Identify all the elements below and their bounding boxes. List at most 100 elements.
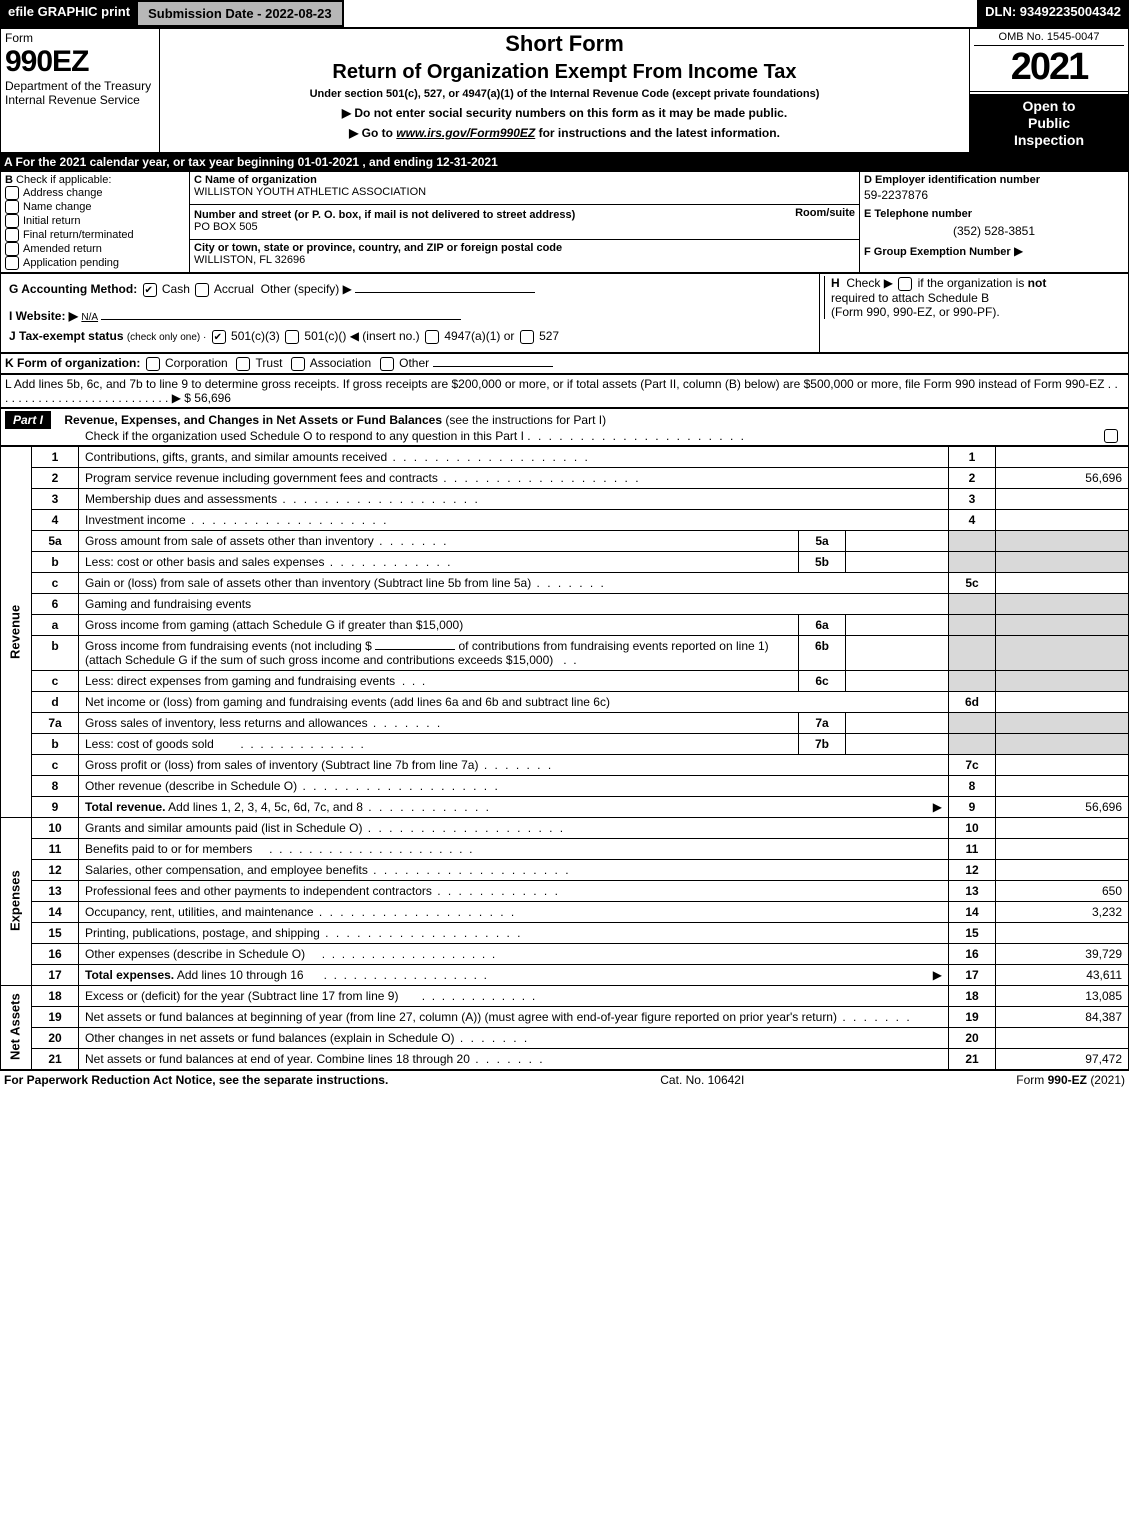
- b-label: B: [5, 174, 13, 186]
- val-4: [996, 509, 1129, 530]
- num-5c: 5c: [949, 572, 996, 593]
- lines-table: Revenue 1 Contributions, gifts, grants, …: [0, 446, 1129, 1070]
- b-item-2: Initial return: [23, 215, 80, 227]
- val-7c: [996, 754, 1129, 775]
- checkbox-schedule-o[interactable]: [1104, 429, 1118, 443]
- c-name-cell: C Name of organization WILLISTON YOUTH A…: [190, 172, 860, 205]
- goto-link[interactable]: www.irs.gov/Form990EZ: [396, 126, 535, 140]
- ln-5b: b: [32, 551, 79, 572]
- open-label: Open to: [1023, 98, 1076, 114]
- footer-mid: Cat. No. 10642I: [660, 1073, 744, 1087]
- top-bar: efile GRAPHIC print Submission Date - 20…: [0, 0, 1129, 28]
- ln-4: 4: [32, 509, 79, 530]
- line-6d-desc: Net income or (loss) from gaming and fun…: [85, 695, 610, 709]
- val-10: [996, 817, 1129, 838]
- revenue-tab: Revenue: [1, 446, 32, 817]
- val-7b: [996, 733, 1129, 754]
- h-not: not: [1028, 276, 1047, 290]
- num-17: 17: [949, 964, 996, 985]
- no-ssn-note: ▶ Do not enter social security numbers o…: [164, 106, 965, 120]
- checkbox-501c3[interactable]: [212, 330, 226, 344]
- ln-16: 16: [32, 943, 79, 964]
- f-line: F Group Exemption Number ▶: [864, 244, 1124, 258]
- val-14: 3,232: [996, 901, 1129, 922]
- efile-print-button[interactable]: efile GRAPHIC print: [0, 0, 138, 27]
- val-8: [996, 775, 1129, 796]
- checkbox-initial-return[interactable]: [5, 214, 19, 228]
- f-label: F Group Exemption Number: [864, 246, 1011, 258]
- ln-3: 3: [32, 488, 79, 509]
- checkbox-other-org[interactable]: [380, 357, 394, 371]
- checkbox-amended-return[interactable]: [5, 242, 19, 256]
- checkbox-527[interactable]: [520, 330, 534, 344]
- checkbox-name-change[interactable]: [5, 200, 19, 214]
- subval-5a: [846, 530, 949, 551]
- line-12-desc: Salaries, other compensation, and employ…: [85, 863, 571, 877]
- line-16-desc: Other expenses (describe in Schedule O): [85, 947, 305, 961]
- street-label: Number and street (or P. O. box, if mail…: [194, 209, 575, 221]
- dln-label: DLN: 93492235004342: [977, 0, 1129, 27]
- ln-7a: 7a: [32, 712, 79, 733]
- expenses-tab: Expenses: [1, 817, 32, 985]
- b-item-5: Application pending: [23, 257, 119, 269]
- num-15: 15: [949, 922, 996, 943]
- department-line: Department of the Treasury Internal Reve…: [5, 79, 155, 107]
- ln-12: 12: [32, 859, 79, 880]
- ln-6: 6: [32, 593, 79, 614]
- line-6-desc: Gaming and fundraising events: [85, 597, 251, 611]
- subval-6b: [846, 635, 949, 670]
- checkbox-trust[interactable]: [236, 357, 250, 371]
- h-text2: if the organization is: [918, 276, 1028, 290]
- h-letter: H: [831, 276, 840, 290]
- line-7c-desc: Gross profit or (loss) from sales of inv…: [85, 758, 553, 772]
- ln-6c: c: [32, 670, 79, 691]
- b-item-1: Name change: [23, 201, 92, 213]
- num-19: 19: [949, 1006, 996, 1027]
- k-other-field[interactable]: [433, 366, 553, 367]
- line-6b-field[interactable]: [375, 649, 455, 650]
- l-cell: L Add lines 5b, 6c, and 7b to line 9 to …: [1, 374, 1129, 407]
- checkbox-501c[interactable]: [285, 330, 299, 344]
- j-note: (check only one) ·: [127, 332, 206, 343]
- checkbox-4947[interactable]: [425, 330, 439, 344]
- checkbox-final-return[interactable]: [5, 228, 19, 242]
- checkbox-application-pending[interactable]: [5, 256, 19, 270]
- form-header: Form 990EZ Department of the Treasury In…: [0, 28, 1129, 153]
- val-18: 13,085: [996, 985, 1129, 1006]
- l-text: L Add lines 5b, 6c, and 7b to line 9 to …: [5, 377, 1104, 391]
- g-label: G Accounting Method:: [9, 282, 137, 296]
- checkbox-accrual[interactable]: [195, 283, 209, 297]
- footer-right-suffix: (2021): [1090, 1073, 1125, 1087]
- line-5c-desc: Gain or (loss) from sale of assets other…: [85, 576, 606, 590]
- g-block: G Accounting Method: Cash Accrual Other …: [5, 276, 815, 303]
- c-label: C Name of organization: [194, 174, 855, 186]
- l-arrow: ▶ $: [172, 391, 195, 405]
- website-field[interactable]: [101, 319, 461, 320]
- room-label: Room/suite: [795, 207, 855, 219]
- val-5a: [996, 530, 1129, 551]
- subval-5b: [846, 551, 949, 572]
- checkbox-corporation[interactable]: [146, 357, 160, 371]
- ln-6a: a: [32, 614, 79, 635]
- k-cell: K Form of organization: Corporation Trus…: [1, 354, 1129, 374]
- checkbox-association[interactable]: [291, 357, 305, 371]
- b-item-4: Amended return: [23, 243, 102, 255]
- header-left: Form 990EZ Department of the Treasury In…: [1, 29, 160, 153]
- goto-line: ▶ Go to www.irs.gov/Form990EZ for instru…: [164, 126, 965, 140]
- k-label: K Form of organization:: [5, 356, 140, 370]
- top-left-group: efile GRAPHIC print Submission Date - 20…: [0, 0, 344, 27]
- return-title: Return of Organization Exempt From Incom…: [164, 61, 965, 84]
- val-6: [996, 593, 1129, 614]
- checkbox-address-change[interactable]: [5, 186, 19, 200]
- num-5a: [949, 530, 996, 551]
- k-opt-3: Other: [399, 356, 429, 370]
- num-6d: 6d: [949, 691, 996, 712]
- g-other-field[interactable]: [355, 292, 535, 293]
- val-6a: [996, 614, 1129, 635]
- checkbox-cash[interactable]: [143, 283, 157, 297]
- arrow-icon: ▶: [933, 800, 942, 814]
- checkbox-schedule-b[interactable]: [898, 277, 912, 291]
- section-l: L Add lines 5b, 6c, and 7b to line 9 to …: [0, 374, 1129, 408]
- goto-prefix: ▶ Go to: [349, 126, 396, 140]
- line-6a-desc: Gross income from gaming (attach Schedul…: [85, 618, 463, 632]
